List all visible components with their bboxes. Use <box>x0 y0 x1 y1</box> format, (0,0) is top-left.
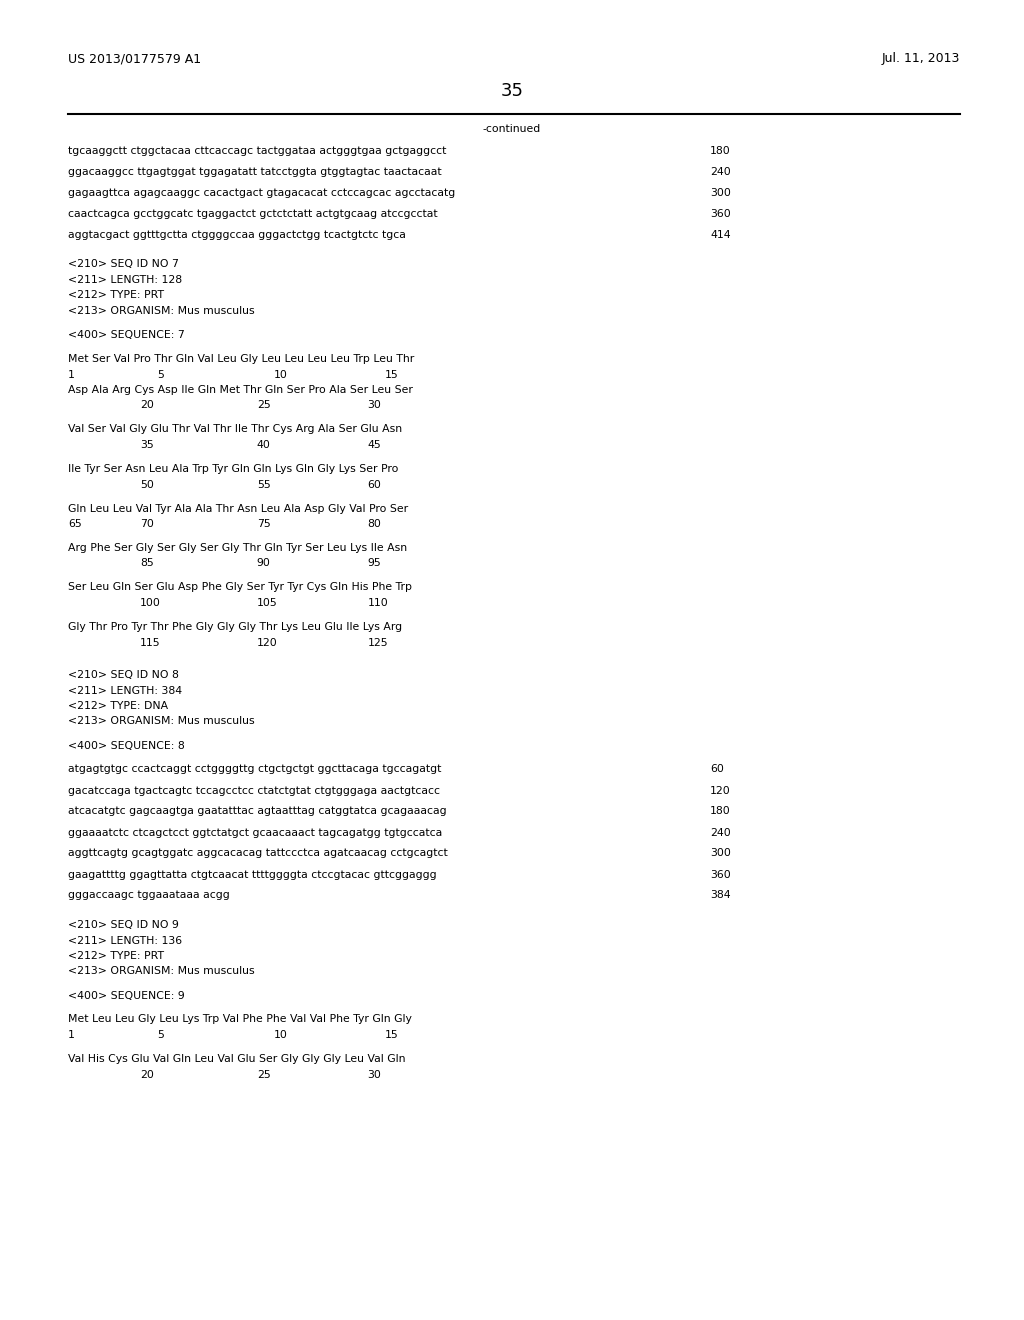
Text: aggttcagtg gcagtggatc aggcacacag tattccctca agatcaacag cctgcagtct: aggttcagtg gcagtggatc aggcacacag tattccc… <box>68 849 447 858</box>
Text: atcacatgtc gagcaagtga gaatatttac agtaatttag catggtatca gcagaaacag: atcacatgtc gagcaagtga gaatatttac agtaatt… <box>68 807 446 817</box>
Text: 180: 180 <box>710 807 731 817</box>
Text: aggtacgact ggtttgctta ctggggccaa gggactctgg tcactgtctc tgca: aggtacgact ggtttgctta ctggggccaa gggactc… <box>68 230 406 240</box>
Text: 120: 120 <box>710 785 731 796</box>
Text: 360: 360 <box>710 209 731 219</box>
Text: Val Ser Val Gly Glu Thr Val Thr Ile Thr Cys Arg Ala Ser Glu Asn: Val Ser Val Gly Glu Thr Val Thr Ile Thr … <box>68 425 402 434</box>
Text: 85: 85 <box>140 558 154 569</box>
Text: 5: 5 <box>157 1030 164 1040</box>
Text: 5: 5 <box>157 370 164 380</box>
Text: 1: 1 <box>68 1030 75 1040</box>
Text: Ser Leu Gln Ser Glu Asp Phe Gly Ser Tyr Tyr Cys Gln His Phe Trp: Ser Leu Gln Ser Glu Asp Phe Gly Ser Tyr … <box>68 582 412 593</box>
Text: 75: 75 <box>257 519 270 529</box>
Text: 300: 300 <box>710 187 731 198</box>
Text: <212> TYPE: PRT: <212> TYPE: PRT <box>68 290 164 301</box>
Text: ggacaaggcc ttgagtggat tggagatatt tatcctggta gtggtagtac taactacaat: ggacaaggcc ttgagtggat tggagatatt tatcctg… <box>68 168 441 177</box>
Text: 50: 50 <box>140 479 154 490</box>
Text: 360: 360 <box>710 870 731 879</box>
Text: <211> LENGTH: 136: <211> LENGTH: 136 <box>68 936 182 945</box>
Text: 125: 125 <box>368 638 388 648</box>
Text: <213> ORGANISM: Mus musculus: <213> ORGANISM: Mus musculus <box>68 966 255 977</box>
Text: Val His Cys Glu Val Gln Leu Val Glu Ser Gly Gly Gly Leu Val Gln: Val His Cys Glu Val Gln Leu Val Glu Ser … <box>68 1053 406 1064</box>
Text: gacatccaga tgactcagtc tccagcctcc ctatctgtat ctgtgggaga aactgtcacc: gacatccaga tgactcagtc tccagcctcc ctatctg… <box>68 785 440 796</box>
Text: 384: 384 <box>710 891 731 900</box>
Text: 414: 414 <box>710 230 731 240</box>
Text: <211> LENGTH: 128: <211> LENGTH: 128 <box>68 275 182 285</box>
Text: 1: 1 <box>68 370 75 380</box>
Text: 10: 10 <box>273 1030 287 1040</box>
Text: 80: 80 <box>368 519 382 529</box>
Text: 10: 10 <box>273 370 287 380</box>
Text: gaagattttg ggagttatta ctgtcaacat ttttggggta ctccgtacac gttcggaggg: gaagattttg ggagttatta ctgtcaacat ttttggg… <box>68 870 436 879</box>
Text: US 2013/0177579 A1: US 2013/0177579 A1 <box>68 51 201 65</box>
Text: 60: 60 <box>710 764 724 775</box>
Text: Jul. 11, 2013: Jul. 11, 2013 <box>882 51 961 65</box>
Text: 25: 25 <box>257 400 270 411</box>
Text: 90: 90 <box>257 558 270 569</box>
Text: <212> TYPE: PRT: <212> TYPE: PRT <box>68 950 164 961</box>
Text: 115: 115 <box>140 638 161 648</box>
Text: 300: 300 <box>710 849 731 858</box>
Text: <211> LENGTH: 384: <211> LENGTH: 384 <box>68 685 182 696</box>
Text: <210> SEQ ID NO 7: <210> SEQ ID NO 7 <box>68 260 179 269</box>
Text: 25: 25 <box>257 1069 270 1080</box>
Text: <213> ORGANISM: Mus musculus: <213> ORGANISM: Mus musculus <box>68 306 255 315</box>
Text: 60: 60 <box>368 479 382 490</box>
Text: <400> SEQUENCE: 9: <400> SEQUENCE: 9 <box>68 990 184 1001</box>
Text: 55: 55 <box>257 479 270 490</box>
Text: 180: 180 <box>710 147 731 156</box>
Text: 240: 240 <box>710 828 731 837</box>
Text: <400> SEQUENCE: 8: <400> SEQUENCE: 8 <box>68 741 184 751</box>
Text: 240: 240 <box>710 168 731 177</box>
Text: 95: 95 <box>368 558 382 569</box>
Text: 105: 105 <box>257 598 278 609</box>
Text: 15: 15 <box>384 1030 398 1040</box>
Text: <213> ORGANISM: Mus musculus: <213> ORGANISM: Mus musculus <box>68 717 255 726</box>
Text: 45: 45 <box>368 440 382 450</box>
Text: atgagtgtgc ccactcaggt cctggggttg ctgctgctgt ggcttacaga tgccagatgt: atgagtgtgc ccactcaggt cctggggttg ctgctgc… <box>68 764 441 775</box>
Text: 65: 65 <box>68 519 82 529</box>
Text: 100: 100 <box>140 598 161 609</box>
Text: 30: 30 <box>368 1069 382 1080</box>
Text: tgcaaggctt ctggctacaa cttcaccagc tactggataa actgggtgaa gctgaggcct: tgcaaggctt ctggctacaa cttcaccagc tactgga… <box>68 147 446 156</box>
Text: 40: 40 <box>257 440 270 450</box>
Text: Met Ser Val Pro Thr Gln Val Leu Gly Leu Leu Leu Leu Trp Leu Thr: Met Ser Val Pro Thr Gln Val Leu Gly Leu … <box>68 354 415 364</box>
Text: 20: 20 <box>140 400 154 411</box>
Text: 35: 35 <box>140 440 154 450</box>
Text: -continued: -continued <box>483 124 541 135</box>
Text: 30: 30 <box>368 400 382 411</box>
Text: Ile Tyr Ser Asn Leu Ala Trp Tyr Gln Gln Lys Gln Gly Lys Ser Pro: Ile Tyr Ser Asn Leu Ala Trp Tyr Gln Gln … <box>68 465 398 474</box>
Text: 20: 20 <box>140 1069 154 1080</box>
Text: 35: 35 <box>501 82 523 100</box>
Text: gagaagttca agagcaaggc cacactgact gtagacacat cctccagcac agcctacatg: gagaagttca agagcaaggc cacactgact gtagaca… <box>68 187 456 198</box>
Text: Gly Thr Pro Tyr Thr Phe Gly Gly Gly Thr Lys Leu Glu Ile Lys Arg: Gly Thr Pro Tyr Thr Phe Gly Gly Gly Thr … <box>68 622 402 632</box>
Text: caactcagca gcctggcatc tgaggactct gctctctatt actgtgcaag atccgcctat: caactcagca gcctggcatc tgaggactct gctctct… <box>68 209 437 219</box>
Text: Gln Leu Leu Val Tyr Ala Ala Thr Asn Leu Ala Asp Gly Val Pro Ser: Gln Leu Leu Val Tyr Ala Ala Thr Asn Leu … <box>68 503 409 513</box>
Text: ggaaaatctc ctcagctcct ggtctatgct gcaacaaact tagcagatgg tgtgccatca: ggaaaatctc ctcagctcct ggtctatgct gcaacaa… <box>68 828 442 837</box>
Text: Met Leu Leu Gly Leu Lys Trp Val Phe Phe Val Val Phe Tyr Gln Gly: Met Leu Leu Gly Leu Lys Trp Val Phe Phe … <box>68 1015 412 1024</box>
Text: Asp Ala Arg Cys Asp Ile Gln Met Thr Gln Ser Pro Ala Ser Leu Ser: Asp Ala Arg Cys Asp Ile Gln Met Thr Gln … <box>68 385 413 395</box>
Text: Arg Phe Ser Gly Ser Gly Ser Gly Thr Gln Tyr Ser Leu Lys Ile Asn: Arg Phe Ser Gly Ser Gly Ser Gly Thr Gln … <box>68 543 408 553</box>
Text: gggaccaagc tggaaataaa acgg: gggaccaagc tggaaataaa acgg <box>68 891 229 900</box>
Text: 120: 120 <box>257 638 278 648</box>
Text: 15: 15 <box>384 370 398 380</box>
Text: <210> SEQ ID NO 9: <210> SEQ ID NO 9 <box>68 920 179 931</box>
Text: <210> SEQ ID NO 8: <210> SEQ ID NO 8 <box>68 671 179 680</box>
Text: <212> TYPE: DNA: <212> TYPE: DNA <box>68 701 168 711</box>
Text: 110: 110 <box>368 598 388 609</box>
Text: <400> SEQUENCE: 7: <400> SEQUENCE: 7 <box>68 330 184 341</box>
Text: 70: 70 <box>140 519 154 529</box>
